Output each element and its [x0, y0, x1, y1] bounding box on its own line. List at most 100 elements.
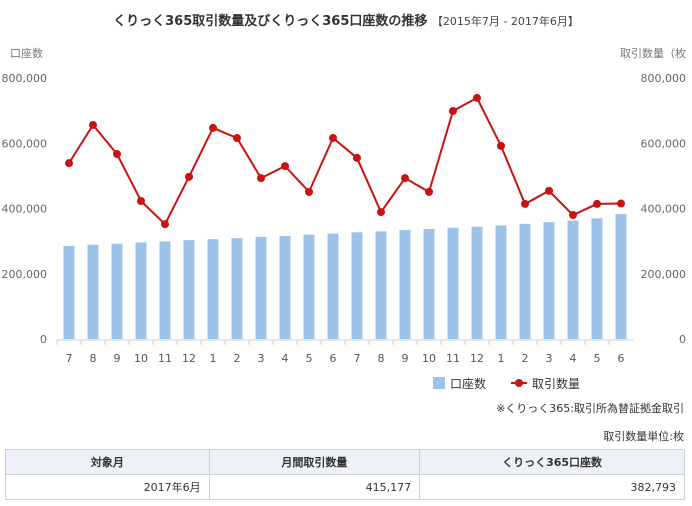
bar [519, 223, 531, 339]
x-tick-label: 2 [522, 352, 529, 365]
x-tick-label: 4 [282, 352, 289, 365]
line-point [305, 187, 313, 196]
line-point [449, 106, 457, 115]
line-series [68, 96, 622, 226]
x-tick-label: 3 [258, 352, 265, 365]
bar [591, 218, 603, 339]
bar [495, 225, 507, 339]
line-point [593, 199, 601, 208]
header-month: 対象月 [5, 449, 210, 475]
x-tick-label: 4 [570, 352, 577, 365]
y-tick-right: 600,000 [641, 137, 687, 150]
line-point [401, 174, 409, 183]
legend-line-marker [515, 379, 523, 387]
x-tick-label: 7 [66, 352, 73, 365]
bar [87, 244, 99, 339]
cell-accounts: 382,793 [419, 474, 685, 500]
bar [471, 226, 483, 339]
line-point [377, 208, 385, 217]
bar [279, 235, 291, 339]
bar [63, 246, 75, 339]
y-tick-left: 600,000 [2, 137, 48, 150]
x-tick-label: 8 [90, 352, 97, 365]
bar [423, 229, 435, 339]
y-axis-title-left: 口座数 [10, 46, 43, 60]
x-tick-label: 9 [114, 352, 121, 365]
line-point [137, 196, 145, 205]
bar [399, 230, 411, 339]
x-tick-label: 10 [422, 352, 436, 365]
line-point [65, 159, 73, 168]
y-tick-right: 800,000 [641, 72, 687, 85]
line-point [545, 186, 553, 195]
x-tick-label: 2 [234, 352, 241, 365]
x-tick-label: 6 [330, 352, 337, 365]
bar [159, 241, 171, 339]
source-note: ※くりっく365:取引所為替証拠金取引 [496, 402, 684, 415]
line-point [257, 174, 265, 183]
x-tick-label: 1 [210, 352, 217, 365]
line-point [209, 123, 217, 132]
x-tick-label: 11 [446, 352, 460, 365]
bar [207, 239, 219, 339]
line-point [617, 199, 625, 208]
unit-note: 取引数量単位:枚 [603, 430, 684, 443]
line-point [89, 120, 97, 129]
line-point [497, 141, 505, 150]
legend-line-label: 取引数量 [532, 376, 580, 391]
bar [327, 233, 339, 339]
bar [231, 238, 243, 339]
y-tick-left: 200,000 [2, 268, 48, 281]
header-accounts: くりっく365口座数 [419, 449, 685, 475]
line-point [113, 150, 121, 159]
line-point [233, 134, 241, 143]
line-point [569, 211, 577, 220]
x-tick-label: 6 [618, 352, 625, 365]
x-tick-label: 7 [354, 352, 361, 365]
bar [135, 242, 147, 339]
legend-bar-swatch [433, 377, 445, 389]
x-tick-label: 12 [182, 352, 196, 365]
x-tick-label: 1 [498, 352, 505, 365]
bar [255, 236, 267, 339]
x-tick-label: 8 [378, 352, 385, 365]
x-tick-label: 11 [158, 352, 172, 365]
y-tick-left: 400,000 [2, 203, 48, 216]
y-tick-right: 200,000 [641, 268, 687, 281]
y-tick-left: 0 [40, 333, 47, 346]
line-point [473, 93, 481, 102]
x-tick-label: 5 [594, 352, 601, 365]
line-point [353, 153, 361, 162]
line-point [185, 172, 193, 181]
bar [567, 220, 579, 339]
line-point [425, 187, 433, 196]
y-axis-title-right: 取引数量（枚 [620, 46, 686, 60]
legend-bar-label: 口座数 [450, 376, 486, 391]
bar [447, 227, 459, 339]
y-tick-left: 800,000 [2, 72, 48, 85]
line-point [161, 220, 169, 229]
bar [615, 214, 627, 339]
bar [183, 240, 195, 339]
x-tick-label: 9 [402, 352, 409, 365]
line-point [329, 134, 337, 143]
title-period: 【2015年7月 - 2017年6月】 [431, 15, 579, 28]
table-row: 2017年6月 415,177 382,793 [5, 474, 685, 500]
bar [351, 232, 363, 339]
x-tick-label: 12 [470, 352, 484, 365]
bar [375, 231, 387, 339]
x-tick-label: 3 [546, 352, 553, 365]
y-tick-right: 0 [679, 333, 686, 346]
summary-table: 対象月 月間取引数量 くりっく365口座数 2017年6月 415,177 38… [5, 449, 685, 500]
header-volume: 月間取引数量 [208, 449, 421, 475]
title-main: くりっく365取引数量及びくりっく365口座数の推移 [113, 14, 428, 29]
x-tick-label: 10 [134, 352, 148, 365]
x-tick-label: 5 [306, 352, 313, 365]
cell-volume: 415,177 [208, 474, 421, 500]
line-point [521, 199, 529, 208]
bar [111, 243, 123, 339]
y-tick-right: 400,000 [641, 203, 687, 216]
cell-month: 2017年6月 [5, 474, 210, 500]
chart: 口座数 取引数量（枚 0 0 200,000 200,000 400,000 400,000 6… [2, 46, 687, 391]
bar [543, 222, 555, 339]
